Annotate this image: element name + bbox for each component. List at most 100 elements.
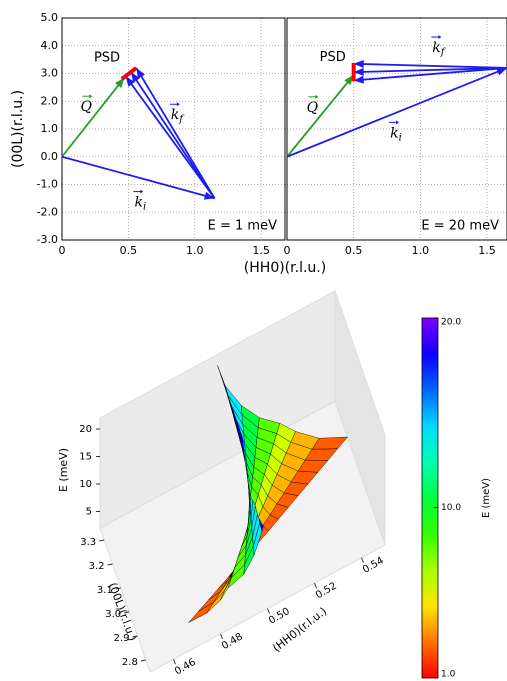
vector-label: PSD	[320, 50, 346, 65]
label-subscript: i	[143, 201, 146, 212]
arrowhead	[125, 76, 135, 87]
z-tick-label: 15	[79, 452, 92, 463]
x-tick	[173, 659, 176, 665]
y-tick-label: -3.0	[37, 233, 58, 246]
y-tick-label: 2.0	[41, 94, 59, 107]
z-axis-label: E (meV)	[57, 448, 70, 492]
x-tick-label: 1.5	[252, 244, 270, 257]
colorbar-label: E (meV)	[481, 478, 492, 518]
label-subscript: f	[178, 114, 185, 125]
vector-accent-head	[89, 94, 93, 99]
vector	[353, 67, 507, 74]
x-tick-label: 1.0	[186, 244, 204, 257]
colorbar-tick-label: 1.0	[441, 670, 456, 680]
vector	[353, 67, 507, 82]
y-tick	[124, 611, 130, 614]
z-tick-label: 20	[79, 424, 92, 435]
x-tick-label: 0.48	[220, 631, 245, 652]
label-symbol: k	[171, 107, 179, 123]
vector-label: PSD	[94, 50, 120, 65]
y-tick-label: -1.0	[37, 178, 58, 191]
y-tick	[99, 539, 105, 542]
y-tick-label: 5.0	[41, 11, 59, 24]
y-tick-label: 3.2	[89, 561, 105, 572]
z-tick-label: 10	[79, 479, 92, 490]
x-tick-label: 0	[284, 244, 291, 257]
vector-label: ki	[134, 195, 146, 213]
arrowhead	[353, 67, 364, 76]
vector	[61, 77, 126, 158]
x-tick-label: 0.46	[173, 657, 198, 678]
label-symbol: PSD	[94, 50, 120, 65]
arrowhead	[115, 77, 125, 88]
plot-frame	[61, 17, 286, 241]
arrowhead	[136, 67, 145, 79]
x-axis-label: (HH0)(r.l.u.)	[244, 260, 326, 276]
vector	[61, 155, 215, 200]
x-tick-label: 1.0	[412, 244, 430, 257]
label-subscript: f	[440, 47, 447, 58]
arrowhead	[131, 72, 140, 83]
x-tick-label: 0.50	[267, 606, 292, 627]
arrowhead	[344, 74, 354, 86]
arrowhead	[353, 75, 364, 84]
vector-label: Q	[307, 100, 319, 116]
label-symbol: Q	[80, 99, 92, 115]
vector	[135, 67, 216, 199]
surface-cell	[217, 365, 229, 396]
label-symbol: k	[432, 40, 440, 56]
vector-accent-head	[176, 102, 180, 107]
label-symbol: k	[390, 125, 398, 141]
y-tick-label: 2.8	[122, 657, 138, 668]
vector	[286, 74, 355, 158]
x-tick-label: 0.52	[314, 581, 339, 602]
y-axis-label: (00L)(r.l.u.)	[10, 90, 26, 168]
x-tick-label: 0.5	[120, 244, 138, 257]
colorbar-tick-label: 10.0	[441, 503, 461, 513]
y-tick	[140, 659, 146, 662]
y-tick-label: 2.9	[114, 633, 130, 644]
label-subscript: i	[399, 132, 402, 143]
y-tick-label: 3.3	[80, 537, 96, 548]
y-tick-label: 3.0	[105, 609, 121, 620]
y-tick	[107, 563, 113, 566]
vector-label: kf	[432, 40, 446, 58]
y-tick	[132, 635, 138, 638]
x-tick-label: 0	[59, 244, 66, 257]
annotation: E = 20 meV	[421, 219, 499, 234]
y-tick-label: -2.0	[37, 205, 58, 218]
annotation: E = 1 meV	[208, 219, 277, 234]
arrowhead	[496, 67, 507, 76]
colorbar	[421, 317, 439, 679]
arrowhead	[203, 191, 215, 200]
label-symbol: PSD	[320, 50, 346, 65]
colorbar-tick-label: 20.0	[441, 318, 461, 328]
vector-accent-head	[438, 35, 442, 40]
vector	[286, 67, 507, 158]
x-tick	[361, 557, 364, 563]
vector-accent-head	[140, 189, 144, 194]
y-tick-label: 3.1	[97, 585, 113, 596]
y-tick-label: 4.0	[41, 39, 59, 52]
side-pane	[334, 290, 386, 546]
x-tick-label: 0.5	[345, 244, 363, 257]
label-symbol: k	[134, 195, 142, 211]
x-tick-label: 0.54	[361, 555, 386, 576]
vector	[130, 71, 216, 199]
y-tick-label: 0.0	[41, 150, 59, 163]
arrowhead	[353, 60, 364, 69]
plot-frame	[286, 17, 507, 241]
x-tick-label: 1.5	[478, 244, 496, 257]
vector-accent-head	[396, 120, 399, 125]
y-tick-label: 3.0	[41, 67, 59, 80]
x-tick	[267, 608, 270, 614]
label-symbol: Q	[307, 100, 319, 116]
vector-label: ki	[390, 125, 402, 143]
vector	[120, 66, 138, 81]
vector-accent-head	[315, 94, 319, 99]
vector	[353, 62, 507, 69]
x-tick	[220, 633, 223, 640]
y-tick	[115, 587, 121, 590]
